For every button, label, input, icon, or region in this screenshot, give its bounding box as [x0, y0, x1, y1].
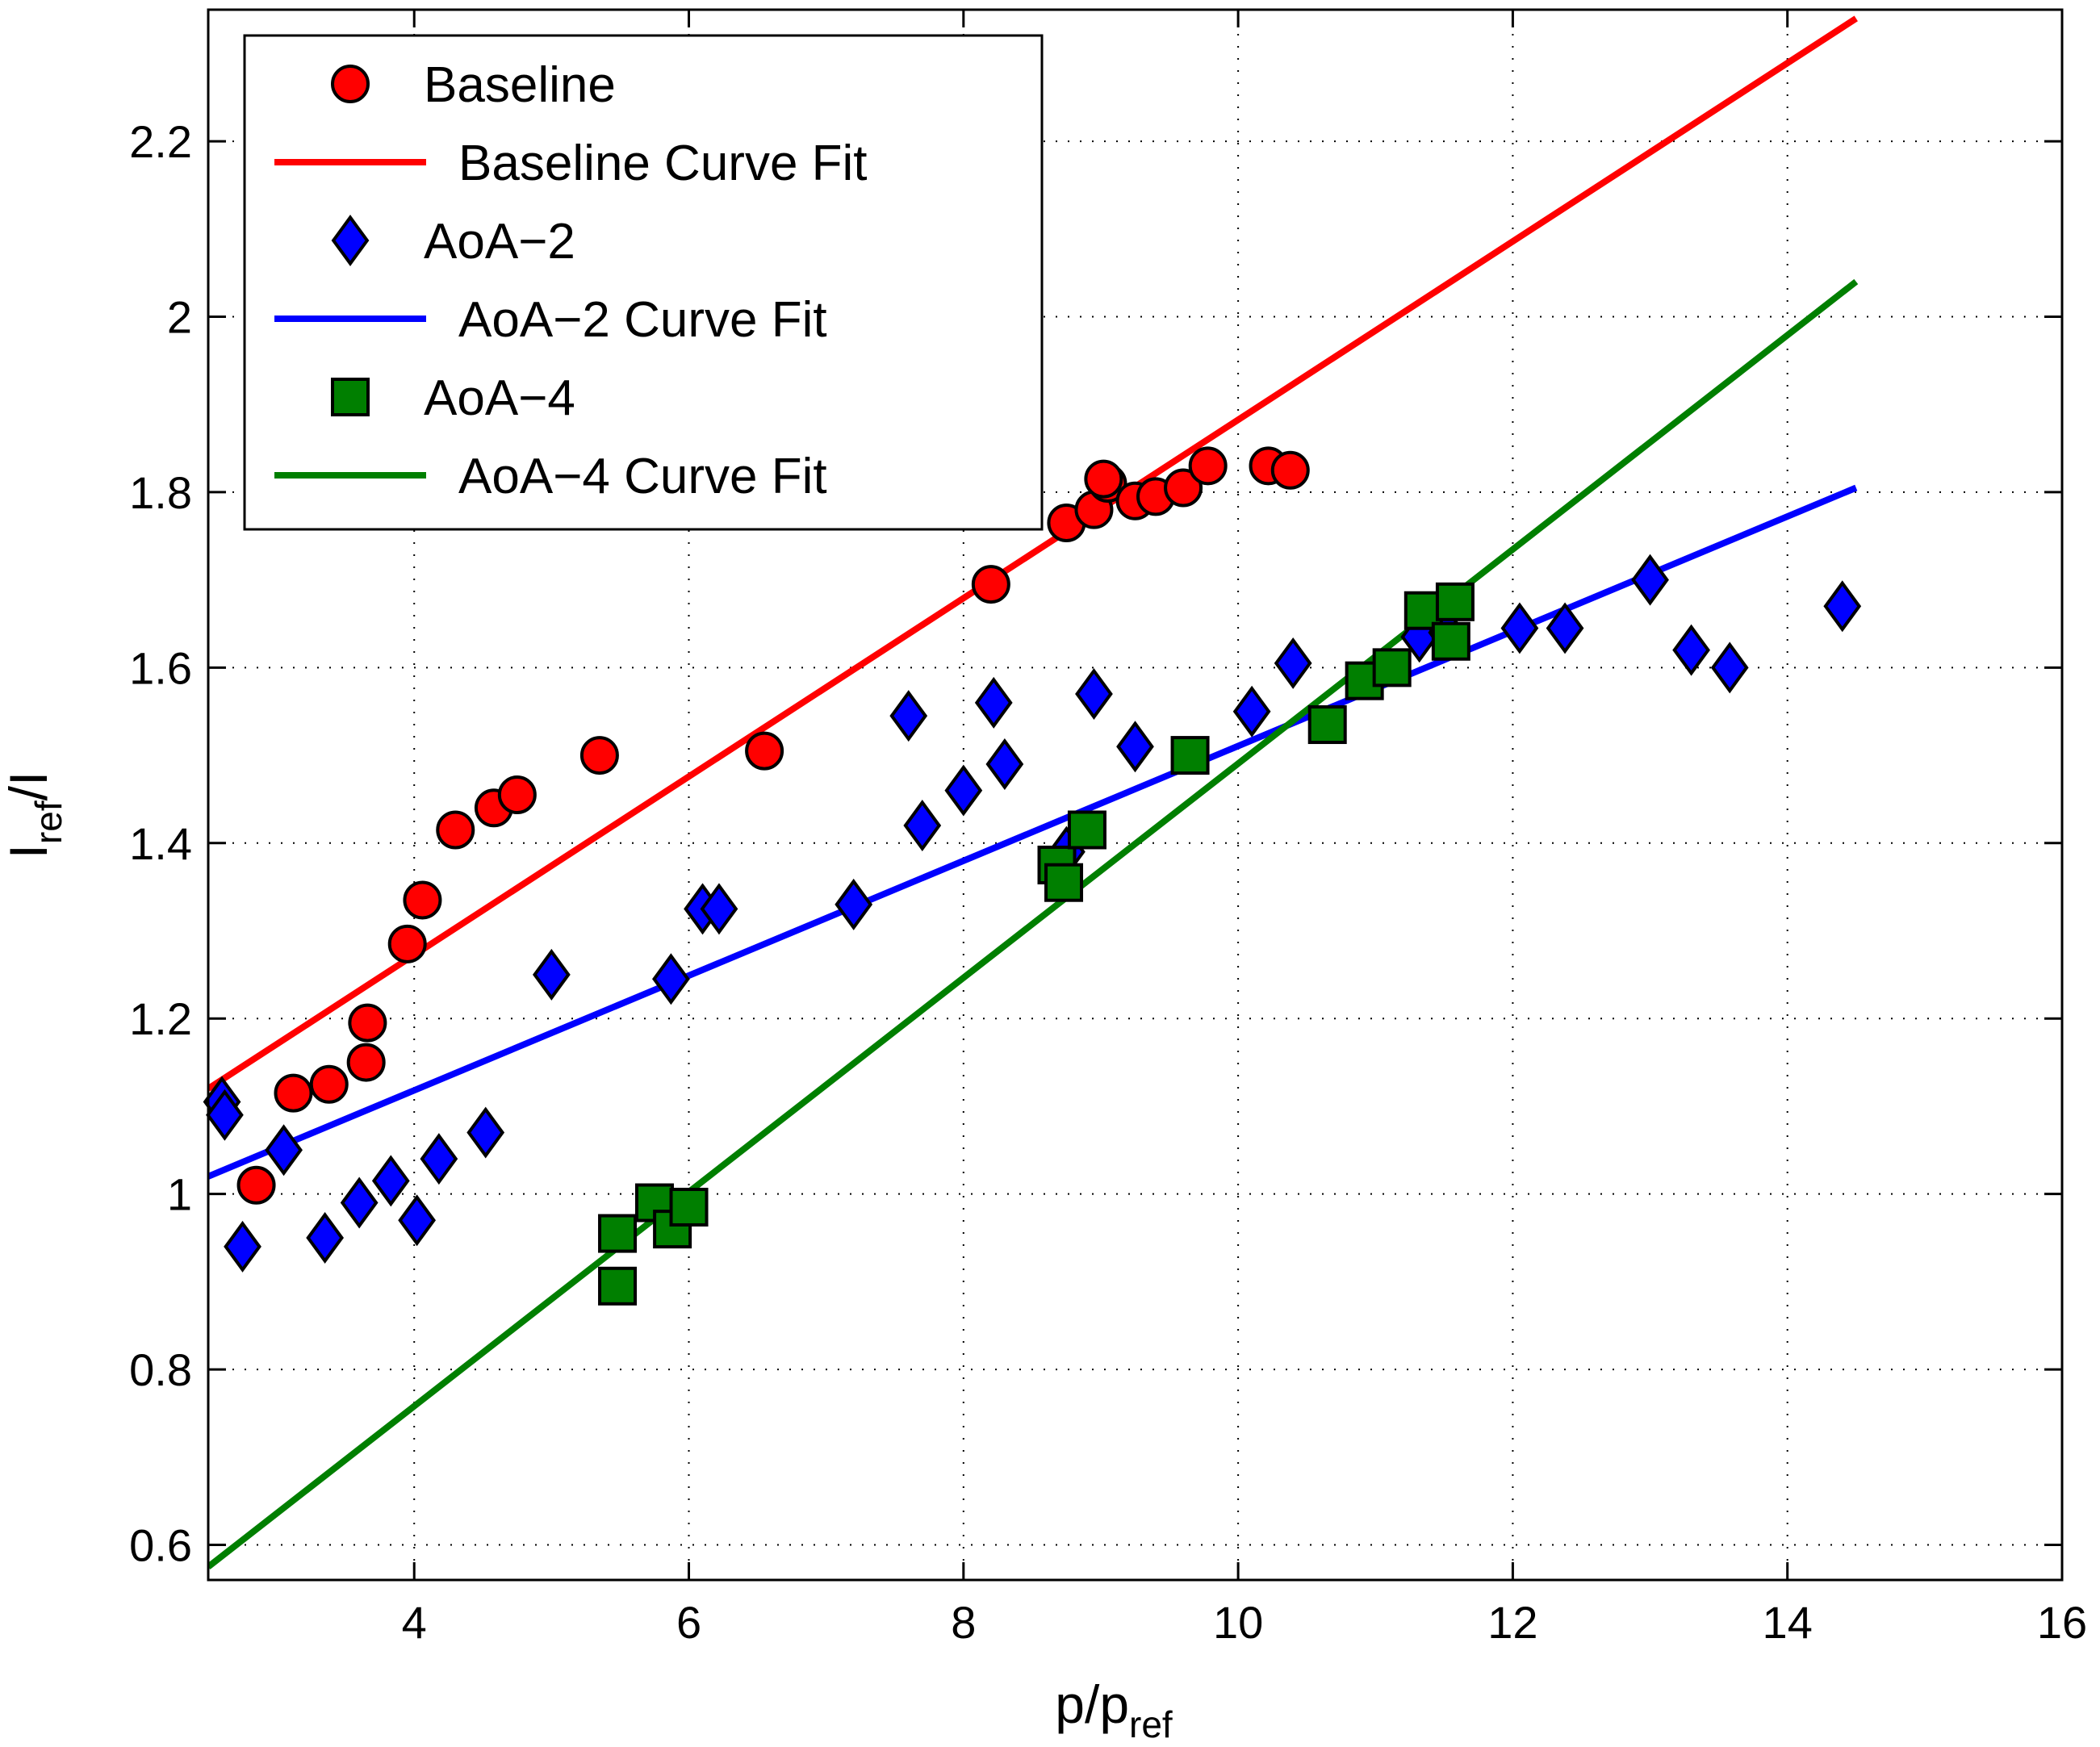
legend-aoa-4-label: AoA−4	[424, 370, 575, 426]
legend-baseline-swatch	[331, 65, 370, 103]
aoa-2-point	[398, 1194, 437, 1247]
aoa-2-point	[1672, 624, 1710, 676]
aoa-4-point	[598, 1266, 638, 1306]
aoa-2-point	[974, 676, 1013, 729]
x-tick-label: 14	[1763, 1597, 1813, 1648]
legend-aoa-2-swatch	[331, 215, 370, 266]
baseline-point	[971, 565, 1010, 604]
aoa-4-point	[1435, 582, 1475, 621]
legend-aoa-4-swatch	[331, 378, 370, 416]
aoa-4-point	[598, 1214, 638, 1253]
baseline-point	[346, 1043, 386, 1082]
y-axis-label: Iref/I	[0, 771, 69, 859]
aoa-2-point	[224, 1220, 261, 1273]
axes	[207, 8, 2064, 1582]
aoa-2-point	[206, 1089, 244, 1141]
baseline-point	[1270, 450, 1310, 490]
baseline-point	[1188, 446, 1228, 486]
baseline-curve-fit-line	[208, 15, 1858, 1092]
legend-aoa-2-curve-fit-label: AoA−2 Curve Fit	[458, 292, 827, 348]
tick-labels: 4 6 8 10 12 14 16 0.6 0.8 1 1.2 1.4 1.6 1.8 2 2.2	[129, 116, 2087, 1648]
aoa-4-point	[669, 1187, 709, 1227]
x-tick-label: 10	[1213, 1597, 1263, 1648]
plot-frame	[207, 8, 2064, 1582]
baseline-point	[403, 880, 442, 920]
data-markers	[203, 446, 1862, 1306]
aoa-2-point	[371, 1155, 410, 1207]
aoa-4-curve-fit-line	[208, 278, 1859, 1569]
legend-aoa-4-curve-fit-label: AoA−4 Curve Fit	[458, 449, 827, 504]
aoa-2-point	[700, 883, 738, 935]
aoa-2-point	[652, 953, 690, 1005]
aoa-2-point	[1075, 667, 1113, 720]
aoa-2-point	[1500, 602, 1539, 654]
x-axis-label: p/pref	[1055, 1674, 1173, 1745]
baseline-point	[387, 924, 427, 963]
grid-lines	[208, 10, 2062, 1580]
aoa-4-point	[1431, 621, 1470, 661]
legend-baseline-label: Baseline	[424, 57, 616, 113]
aoa-2-point	[306, 1212, 345, 1264]
baseline-point	[1164, 468, 1203, 508]
y-tick-label: 1.8	[129, 467, 192, 518]
baseline-point	[348, 1003, 387, 1043]
y-tick-label: 2	[167, 292, 192, 343]
aoa-2-point	[340, 1177, 379, 1229]
aoa-2-point	[1116, 721, 1154, 773]
y-tick-label: 2.2	[129, 116, 192, 167]
aoa-2-point	[944, 764, 983, 817]
x-tick-label: 8	[951, 1597, 976, 1648]
aoa-2-point	[466, 1106, 505, 1159]
x-tick-label: 6	[676, 1597, 701, 1648]
y-tick-label: 1.6	[129, 642, 192, 693]
y-tick-label: 0.6	[129, 1520, 192, 1571]
baseline-point	[745, 731, 784, 771]
aoa-2-point	[903, 800, 942, 852]
baseline-point	[436, 810, 475, 850]
aoa-2-point	[1631, 554, 1669, 606]
aoa-2-point	[1823, 580, 1862, 633]
y-tick-label: 0.8	[129, 1344, 192, 1395]
aoa-4-point	[1307, 705, 1347, 745]
aoa-4-point	[1067, 810, 1106, 850]
aoa-2-point	[265, 1124, 303, 1177]
y-tick-label: 1.2	[129, 993, 192, 1044]
aoa-2-point	[532, 948, 571, 1001]
x-tick-label: 16	[2037, 1597, 2087, 1648]
baseline-point	[236, 1165, 276, 1205]
aoa-2-point	[835, 878, 873, 930]
aoa-2-point	[889, 690, 928, 742]
aoa-4-point	[1372, 648, 1412, 688]
baseline-point	[309, 1064, 349, 1104]
y-tick-label: 1	[167, 1169, 192, 1220]
aoa-2-point	[1710, 642, 1749, 694]
x-tick-label: 4	[402, 1597, 427, 1648]
aoa-2-point	[420, 1133, 458, 1185]
aoa-2-point	[1546, 602, 1584, 654]
aoa-4-point	[1170, 736, 1210, 775]
aoa-2-point	[985, 738, 1024, 790]
legend-aoa-2-label: AoA−2	[424, 214, 575, 270]
legend: Baseline Baseline Curve Fit AoA−2 AoA−2 Cur…	[243, 34, 1044, 531]
baseline-point	[274, 1073, 313, 1113]
aoa-4-point	[1044, 863, 1084, 902]
legend-box	[243, 34, 1044, 531]
aoa-2-curve-fit-line	[208, 484, 1858, 1180]
aoa-4-point	[1403, 591, 1443, 630]
y-tick-label: 1.4	[129, 818, 192, 869]
baseline-point	[1084, 459, 1123, 499]
baseline-point	[497, 775, 537, 814]
baseline-point	[579, 736, 619, 775]
curve-fit-lines	[208, 15, 1859, 1569]
x-tick-label: 12	[1487, 1597, 1537, 1648]
aoa-2-point	[1274, 637, 1312, 689]
legend-baseline-curve-fit-label: Baseline Curve Fit	[458, 136, 868, 191]
aoa-2-point	[1232, 685, 1271, 738]
